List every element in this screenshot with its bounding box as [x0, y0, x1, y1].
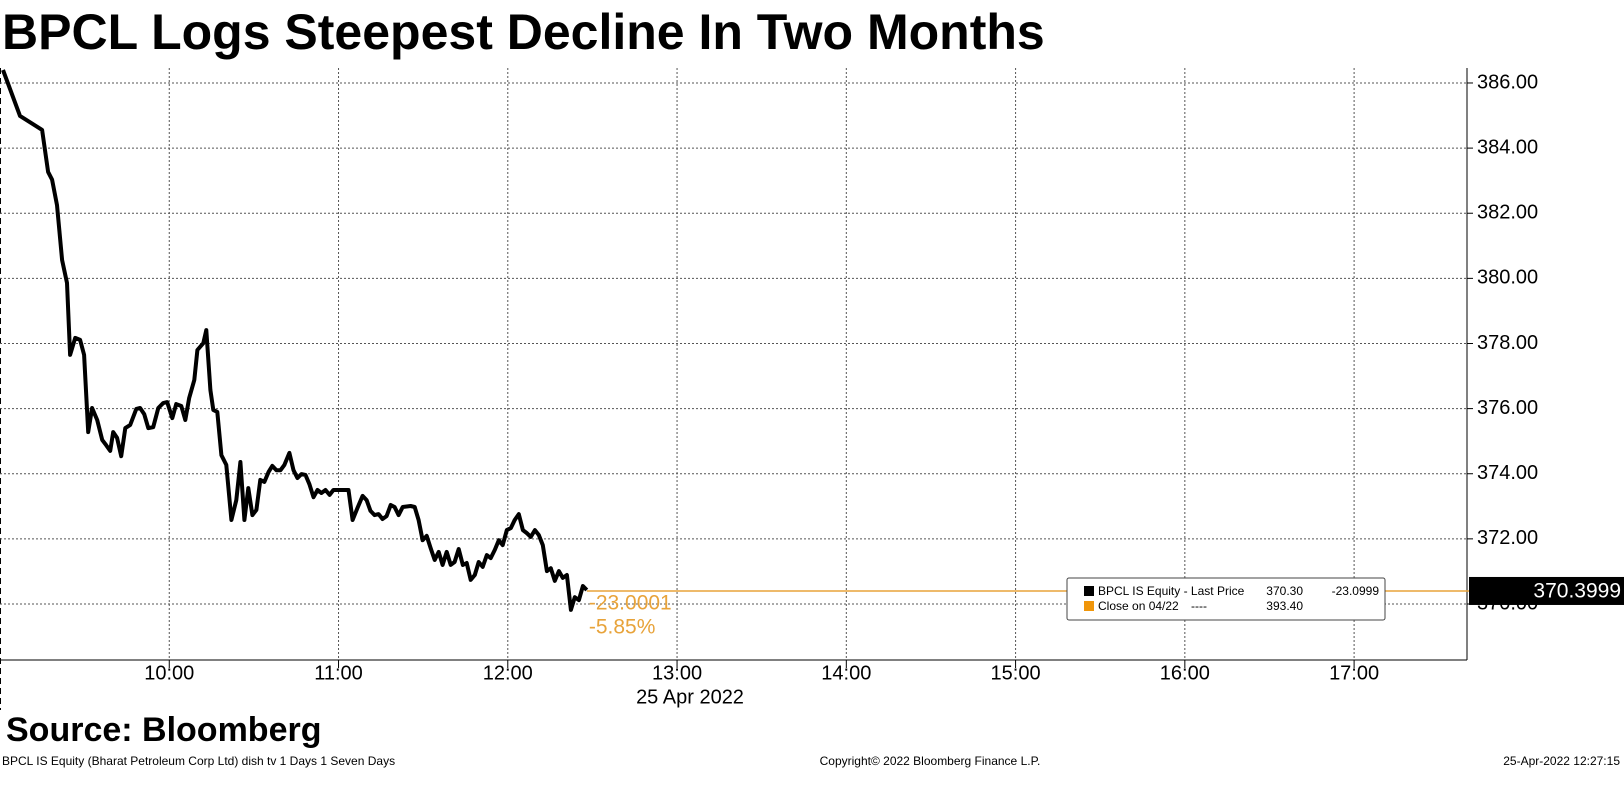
source: Source: Bloomberg [6, 711, 321, 749]
y-tick-label: 382.00 [1477, 202, 1538, 224]
y-tick-label: 376.00 [1477, 397, 1538, 419]
x-axis-date: 25 Apr 2022 [636, 686, 744, 708]
change-annotation: -23.0001 [589, 592, 672, 615]
y-tick-label: 378.00 [1477, 332, 1538, 354]
legend-close: 393.40 [1266, 599, 1303, 613]
reference-label-box [1469, 576, 1624, 605]
x-tick-label: 11:00 [314, 662, 363, 684]
y-tick-label: 372.00 [1477, 527, 1538, 549]
footer-center: Copyright© 2022 Bloomberg Finance L.P. [820, 754, 1041, 768]
legend-swatch [1084, 601, 1094, 611]
x-tick-label: 14:00 [821, 662, 871, 684]
x-tick-label: 13:00 [652, 662, 702, 684]
legend-name: Close on 04/22 [1098, 599, 1179, 613]
x-tick-label: 17:00 [1329, 662, 1379, 684]
pct-annotation: -5.85% [589, 616, 656, 639]
y-tick-label: 384.00 [1477, 136, 1538, 158]
legend-last: 370.30 [1266, 584, 1303, 598]
legend-swatch [1084, 586, 1094, 596]
footer-right: 25-Apr-2022 12:27:15 [1503, 754, 1620, 768]
legend-line-style: ---- [1191, 599, 1207, 613]
legend-change: -23.0999 [1332, 584, 1380, 598]
x-tick-label: 15:00 [991, 662, 1041, 684]
y-tick-label: 374.00 [1477, 462, 1538, 484]
y-tick-label: 386.00 [1477, 71, 1538, 93]
x-tick-label: 12:00 [483, 662, 533, 684]
reference-label: 370.3999 [1533, 580, 1621, 603]
legend-name: BPCL IS Equity - Last Price [1098, 584, 1245, 598]
x-tick-label: 10:00 [144, 662, 194, 684]
footer-left: BPCL IS Equity (Bharat Petroleum Corp Lt… [2, 754, 395, 768]
price-line [1, 69, 589, 612]
x-tick-label: 16:00 [1160, 662, 1210, 684]
chart-title: BPCL Logs Steepest Decline In Two Months [2, 4, 1045, 60]
legend-box [1066, 577, 1386, 621]
y-tick-label: 380.00 [1477, 267, 1538, 289]
